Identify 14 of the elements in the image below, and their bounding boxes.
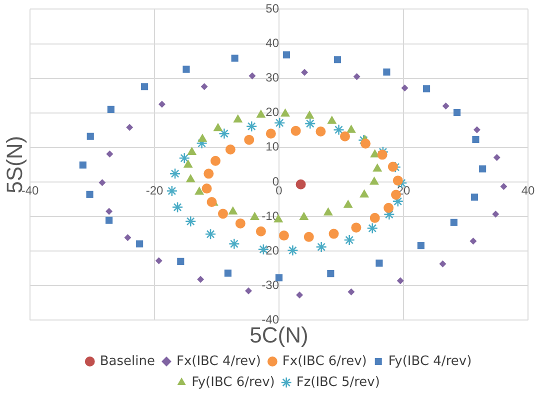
x-tick-label: 40 — [521, 183, 535, 198]
legend-label: Fy(IBC 6/rev) — [192, 374, 275, 390]
y-tick-label: 50 — [266, 2, 280, 16]
y-tick-label: 10 — [266, 140, 280, 154]
y-tick-label: 40 — [266, 36, 280, 50]
legend-label: Fz(IBC 5/rev) — [296, 374, 380, 390]
y-tick-label: 20 — [266, 105, 280, 120]
x-tick-label: -20 — [146, 183, 164, 198]
legend-label: Fx(IBC 4/rev) — [176, 354, 261, 369]
legend-label: Fx(IBC 6/rev) — [282, 354, 367, 369]
legend-label: Fy(IBC 4/rev) — [388, 354, 472, 369]
legend-label: Baseline — [100, 354, 155, 369]
y-tick-label: -30 — [262, 278, 280, 292]
y-tick-label: 30 — [266, 70, 280, 85]
